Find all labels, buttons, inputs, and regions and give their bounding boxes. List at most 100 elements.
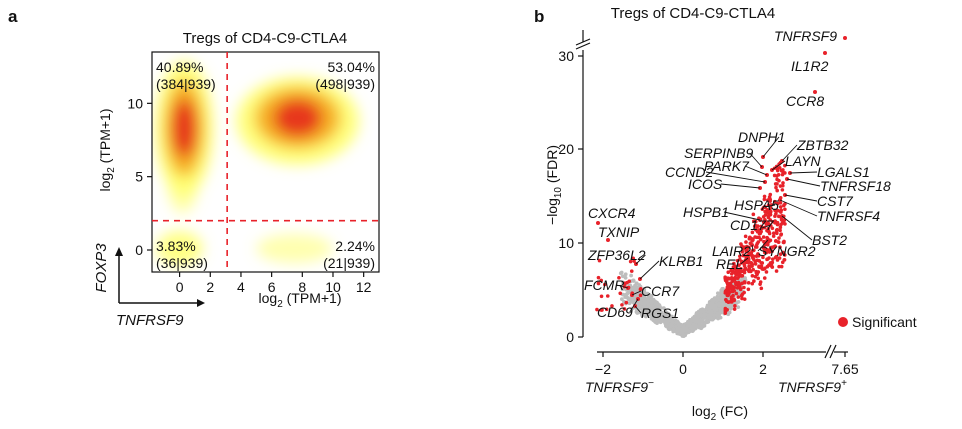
- point-significant: [638, 286, 643, 291]
- point-significant: [732, 277, 737, 282]
- point-bg: [690, 329, 695, 334]
- panel-b-y-ticks: 0 10 20 30: [558, 48, 583, 345]
- point-significant: [755, 258, 760, 263]
- gene-label-zbtb32: ZBTB32: [796, 137, 849, 153]
- gene-label-fcmr: FCMR: [584, 277, 624, 293]
- point-significant: [780, 188, 785, 192]
- quadrant-bottom-right-percent: 2.24%: [335, 238, 375, 254]
- point-significant: [740, 249, 745, 254]
- point-significant: [725, 281, 730, 285]
- point-bg: [620, 287, 625, 292]
- point-bg: [652, 319, 657, 323]
- gene-label-il1r2: IL1R2: [791, 58, 829, 74]
- point-significant: [773, 255, 778, 260]
- point-bg: [685, 324, 690, 329]
- gene-label-cd69: CD69: [597, 304, 633, 320]
- point-significant: [768, 205, 773, 210]
- point-significant: [595, 307, 599, 312]
- point-bg: [623, 272, 628, 277]
- quadrant-bottom-right-counts: (21|939): [323, 255, 375, 271]
- gene-point-txnip: [606, 238, 610, 242]
- point-significant: [773, 220, 777, 224]
- point-significant: [750, 274, 755, 278]
- point-significant: [740, 296, 744, 301]
- point-bg: [620, 274, 625, 279]
- point-significant: [730, 297, 734, 302]
- gene-label-klrb1: KLRB1: [659, 253, 703, 269]
- gene-label-rgs1: RGS1: [641, 305, 679, 321]
- leader-line-park7: [744, 165, 768, 176]
- point-significant: [735, 258, 740, 263]
- point-significant: [768, 218, 773, 222]
- point-significant: [620, 303, 624, 307]
- y-tick-label-0: 0: [135, 242, 143, 258]
- point-significant: [760, 207, 765, 212]
- point-bg: [693, 316, 698, 321]
- point-significant: [727, 277, 731, 281]
- point-bg: [708, 315, 713, 320]
- gene-label-cd177: CD177: [730, 217, 775, 233]
- point-significant: [774, 185, 778, 190]
- point-bg: [700, 319, 705, 324]
- point-significant: [775, 168, 780, 173]
- point-significant: [751, 219, 756, 224]
- point-significant: [774, 211, 778, 216]
- b-y-tick-label-3: 30: [558, 48, 574, 64]
- leader-line-tnfrsf18: [786, 178, 821, 187]
- point-bg: [650, 297, 655, 302]
- point-bg: [674, 320, 679, 325]
- point-bg: [682, 328, 687, 333]
- point-significant: [763, 217, 767, 222]
- gene-label-cxcr4: CXCR4: [588, 205, 636, 221]
- gene-label-bst2: BST2: [812, 232, 847, 248]
- point-significant: [746, 281, 751, 285]
- point-significant: [782, 203, 786, 208]
- point-significant: [734, 291, 739, 296]
- point-bg: [652, 313, 657, 318]
- x-right-direction-label: TNFRSF9+: [778, 378, 847, 395]
- point-significant: [775, 201, 780, 206]
- leader-line-bst2: [781, 215, 813, 241]
- point-significant: [778, 228, 782, 233]
- point-significant: [751, 254, 756, 259]
- point-bg: [676, 328, 681, 332]
- point-significant: [750, 262, 755, 267]
- point-significant: [770, 257, 775, 261]
- point-significant: [736, 295, 741, 299]
- quadrant-bottom-left-percent: 3.83%: [156, 238, 196, 254]
- point-significant: [781, 168, 785, 172]
- point-significant: [729, 272, 734, 276]
- point-significant: [730, 286, 735, 291]
- point-bg: [645, 300, 650, 305]
- quadrant-top-left-counts: (384|939): [156, 76, 216, 92]
- point-bg: [637, 304, 642, 309]
- point-significant: [760, 261, 765, 265]
- point-significant: [769, 209, 773, 214]
- point-significant: [766, 227, 770, 231]
- point-significant: [756, 252, 760, 256]
- legend-significant-marker: [838, 317, 848, 327]
- point-significant: [744, 240, 748, 244]
- point-bg: [679, 323, 684, 328]
- density-blob-4: [256, 233, 333, 264]
- point-bg: [727, 310, 732, 315]
- point-significant: [750, 237, 755, 242]
- x-tick-label-2: 2: [206, 279, 214, 295]
- point-significant: [761, 255, 765, 260]
- x-tick-label-10: 10: [325, 279, 341, 295]
- point-significant: [781, 181, 785, 185]
- point-significant: [725, 285, 730, 290]
- quadrant-top-left-percent: 40.89%: [156, 59, 203, 75]
- point-significant: [766, 214, 771, 218]
- leader-line-layn: [771, 160, 786, 171]
- point-bg: [635, 311, 640, 315]
- y-axis-break-2: [575, 42, 591, 50]
- quadrant-bottom-left-counts: (36|939): [156, 255, 208, 271]
- point-bg: [649, 304, 654, 309]
- point-significant: [771, 231, 776, 236]
- point-bg: [710, 300, 715, 305]
- point-significant: [605, 294, 610, 298]
- point-significant: [631, 256, 636, 261]
- panel-b-label: b: [534, 7, 544, 26]
- point-bg: [631, 300, 635, 305]
